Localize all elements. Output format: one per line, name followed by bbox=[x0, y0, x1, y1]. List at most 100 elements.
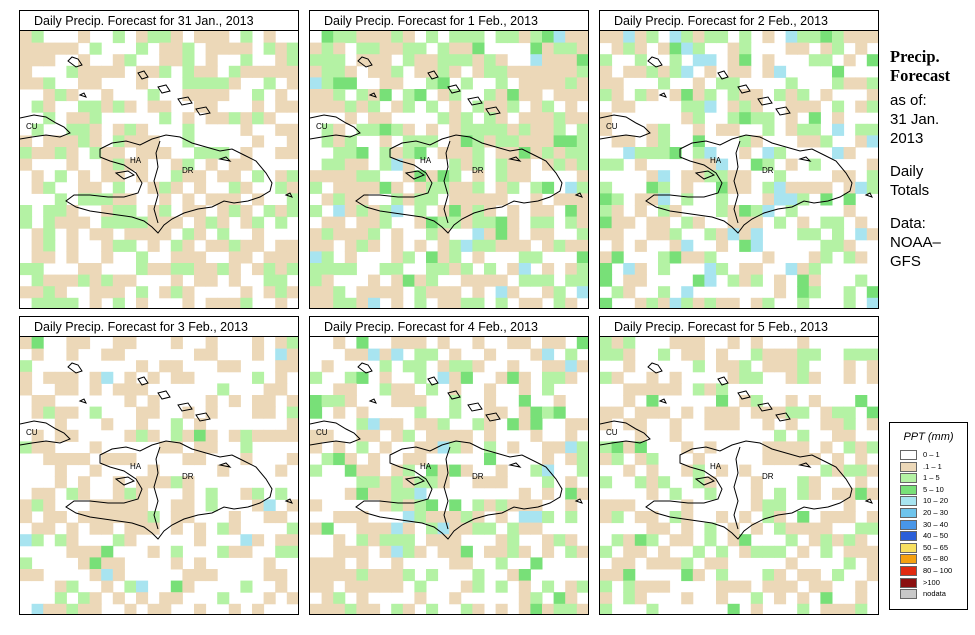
precip-cell bbox=[402, 100, 415, 113]
precip-cell bbox=[112, 274, 125, 287]
coastline-path bbox=[137, 376, 149, 386]
precip-cell bbox=[727, 228, 740, 241]
precip-cell bbox=[774, 522, 787, 535]
precip-cell bbox=[240, 147, 253, 160]
precip-cell bbox=[727, 89, 740, 102]
precip-cell bbox=[727, 181, 740, 194]
precip-cell bbox=[495, 534, 508, 547]
precip-cell bbox=[368, 418, 381, 431]
precip-cell bbox=[344, 580, 357, 593]
precip-cell bbox=[727, 418, 740, 431]
precip-cell bbox=[727, 337, 740, 350]
precip-cell bbox=[785, 205, 798, 218]
precip-cell bbox=[182, 453, 195, 466]
precip-cell bbox=[495, 112, 508, 125]
precip-cell bbox=[228, 77, 241, 90]
precip-cell bbox=[252, 395, 265, 408]
precip-cell bbox=[634, 418, 647, 431]
precip-cell bbox=[101, 239, 114, 252]
coastline-path bbox=[427, 70, 439, 80]
precip-cell bbox=[797, 453, 810, 466]
precip-cell bbox=[750, 592, 763, 605]
precip-cell bbox=[553, 31, 566, 44]
precip-cell bbox=[750, 406, 763, 419]
precip-cell bbox=[623, 216, 636, 229]
precip-cell bbox=[263, 263, 276, 276]
precip-cell bbox=[112, 54, 125, 67]
precip-cell bbox=[136, 406, 149, 419]
precip-cell bbox=[808, 348, 821, 361]
precip-cell bbox=[797, 297, 810, 308]
precip-cell bbox=[716, 31, 729, 44]
precip-grid bbox=[310, 337, 588, 614]
precip-cell bbox=[391, 534, 404, 547]
coastline-path bbox=[447, 84, 461, 94]
precip-cell bbox=[507, 216, 520, 229]
precip-cell bbox=[832, 453, 845, 466]
precip-cell bbox=[112, 31, 125, 44]
precip-cell bbox=[286, 360, 298, 373]
precip-cell bbox=[634, 383, 647, 396]
precip-cell bbox=[379, 135, 392, 148]
precip-cell bbox=[391, 77, 404, 90]
precip-cell bbox=[866, 158, 878, 171]
precip-cell bbox=[147, 429, 160, 442]
precip-cell bbox=[286, 545, 298, 558]
precip-cell bbox=[460, 263, 473, 276]
precip-cell bbox=[356, 522, 369, 535]
precip-cell bbox=[275, 569, 288, 582]
precip-cell bbox=[600, 545, 613, 558]
precip-cell bbox=[704, 441, 717, 454]
precip-cell bbox=[66, 487, 79, 500]
precip-cell bbox=[855, 181, 868, 194]
precip-cell bbox=[681, 592, 694, 605]
legend-swatch bbox=[900, 519, 917, 530]
precip-cell bbox=[449, 147, 462, 160]
precip-cell bbox=[727, 123, 740, 136]
precip-cell bbox=[31, 228, 44, 241]
precip-cell bbox=[344, 205, 357, 218]
legend-label: 20 – 30 bbox=[923, 508, 949, 517]
precip-cell bbox=[460, 147, 473, 160]
precip-cell bbox=[356, 337, 369, 350]
precip-cell bbox=[147, 545, 160, 558]
precip-cell bbox=[692, 123, 705, 136]
precip-cell bbox=[774, 216, 787, 229]
precip-cell bbox=[437, 534, 450, 547]
precip-cell bbox=[716, 395, 729, 408]
precip-cell bbox=[368, 476, 381, 489]
precip-cell bbox=[275, 371, 288, 384]
precip-cell bbox=[623, 100, 636, 113]
precip-cell bbox=[634, 441, 647, 454]
precip-cell bbox=[553, 441, 566, 454]
precip-cell bbox=[414, 135, 427, 148]
precip-cell bbox=[31, 522, 44, 535]
precip-cell bbox=[843, 360, 856, 373]
precip-cell bbox=[820, 54, 833, 67]
precip-cell bbox=[507, 158, 520, 171]
precip-cell bbox=[623, 580, 636, 593]
precip-cell bbox=[530, 135, 543, 148]
legend-label: >100 bbox=[923, 577, 940, 587]
precip-cell bbox=[147, 239, 160, 252]
precip-cell bbox=[530, 77, 543, 90]
precip-cell bbox=[240, 286, 253, 299]
precip-cell bbox=[820, 522, 833, 535]
precip-cell bbox=[20, 216, 33, 229]
precip-cell bbox=[66, 371, 79, 384]
precip-cell bbox=[460, 42, 473, 55]
precip-cell bbox=[727, 360, 740, 373]
precip-cell bbox=[669, 534, 682, 547]
precip-cell bbox=[170, 42, 183, 55]
precip-cell bbox=[808, 54, 821, 67]
precip-cell bbox=[286, 135, 298, 148]
coastline-path bbox=[443, 446, 451, 530]
precip-cell bbox=[252, 534, 265, 547]
precip-cell bbox=[344, 464, 357, 477]
precip-cell bbox=[495, 77, 508, 90]
precip-cell bbox=[20, 360, 33, 373]
precip-cell bbox=[101, 274, 114, 287]
precip-cell bbox=[170, 158, 183, 171]
coastline-path bbox=[355, 440, 563, 540]
precip-cell bbox=[530, 603, 543, 614]
